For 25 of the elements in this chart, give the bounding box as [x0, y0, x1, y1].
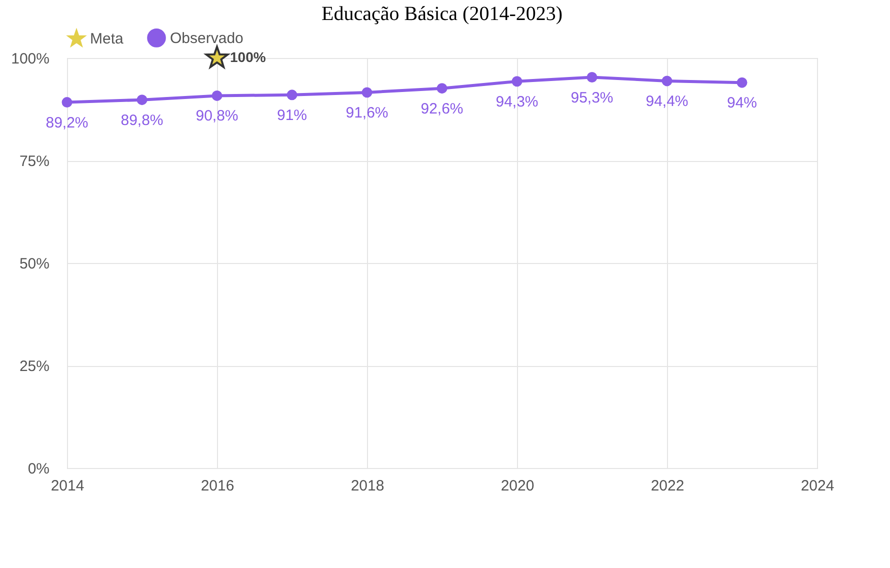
data-label: 89,2% [46, 114, 88, 132]
data-label: 89,8% [120, 112, 164, 129]
y-tick-label: 50% [19, 256, 50, 272]
y-tick-label: 75% [19, 153, 50, 170]
data-label: 91% [276, 106, 308, 124]
y-tick-label: 25% [19, 358, 50, 375]
x-tick-label: 2024 [800, 478, 834, 494]
x-tick-label: 2018 [350, 478, 384, 494]
legend-label: Meta [90, 30, 124, 48]
x-tick-label: 2014 [50, 478, 84, 494]
data-label: 90,8% [196, 108, 238, 125]
chart-title: Educação Básica (2014-2023) [321, 3, 563, 25]
y-tick-label: 100% [11, 50, 50, 68]
data-label: 91,6% [346, 104, 388, 122]
data-label: 94,3% [496, 93, 538, 110]
data-label: 95,3% [570, 89, 614, 106]
data-label: 100% [230, 49, 266, 65]
legend-label: Observado [170, 30, 244, 47]
x-tick-label: 2022 [650, 478, 684, 494]
data-label: 92,6% [420, 100, 464, 118]
x-tick-label: 2016 [200, 478, 234, 494]
data-label: 94% [726, 94, 758, 112]
y-tick-label: 0% [28, 460, 50, 478]
x-tick-label: 2020 [500, 478, 534, 494]
data-label: 94,4% [646, 92, 688, 110]
